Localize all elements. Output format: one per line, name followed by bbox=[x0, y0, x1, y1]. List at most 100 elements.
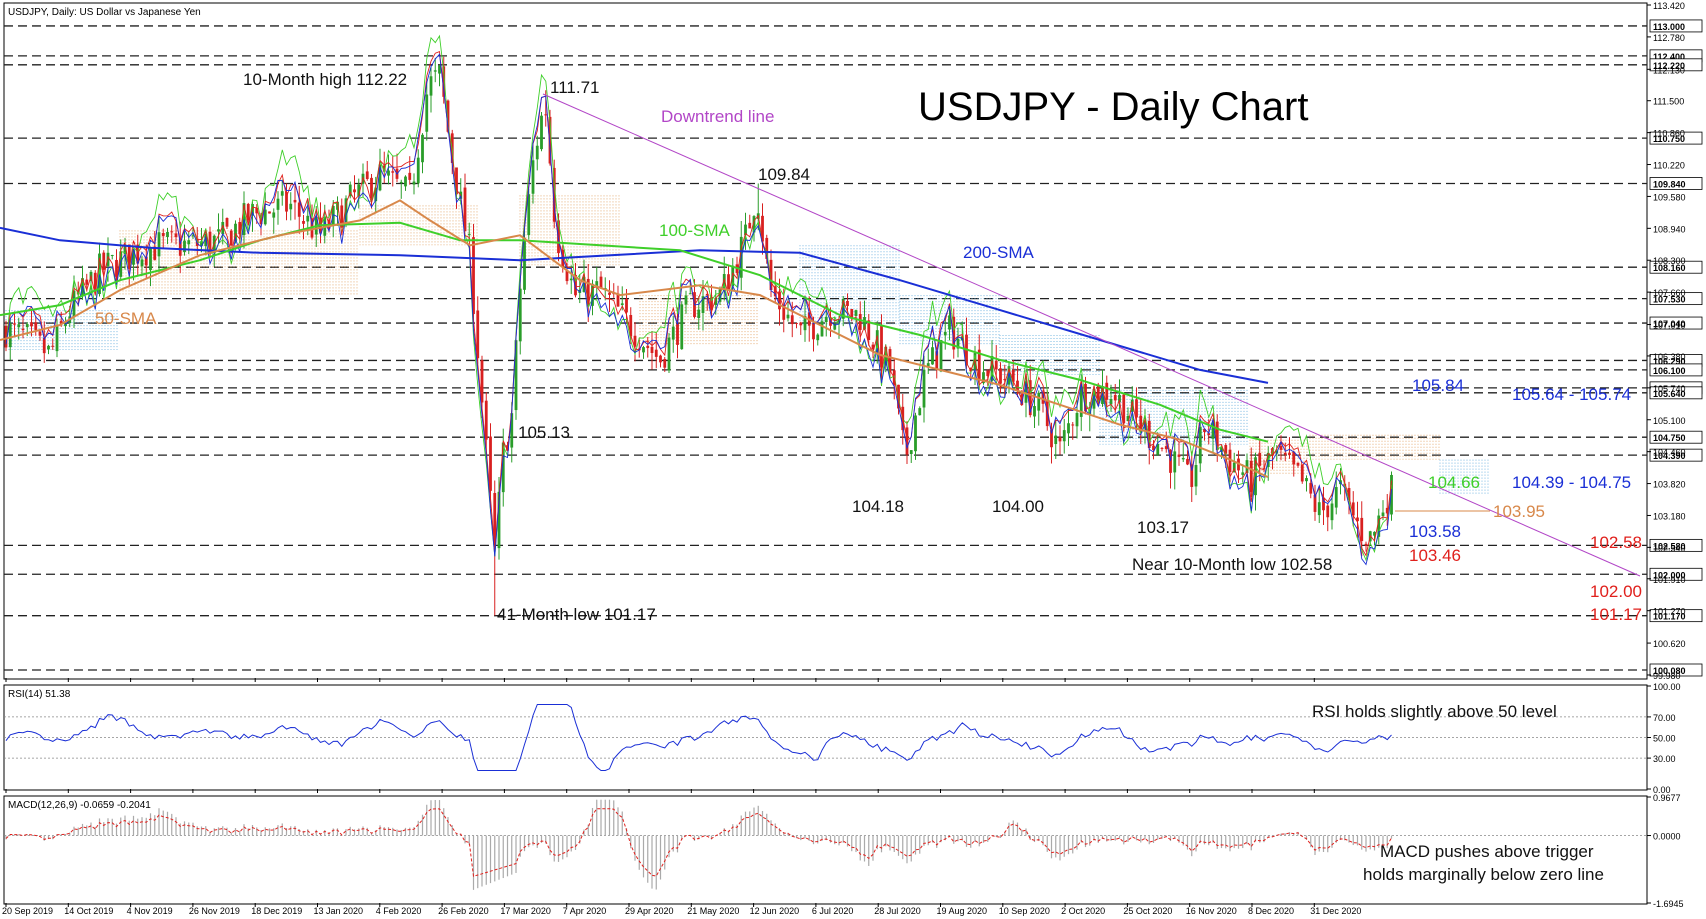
candle-body bbox=[8, 323, 12, 348]
candle-body bbox=[340, 205, 344, 228]
candle-body bbox=[812, 323, 815, 340]
candle-body bbox=[429, 76, 433, 96]
candle-body bbox=[1113, 394, 1117, 401]
level-104-39-104-75-label: 104.39 - 104.75 bbox=[1512, 473, 1631, 492]
price-tick-label: 110.220 bbox=[1653, 161, 1685, 171]
candle-body bbox=[174, 233, 178, 238]
candle-body bbox=[1296, 462, 1300, 466]
price-level-label: 105.640 bbox=[1653, 389, 1686, 399]
candle-body bbox=[1232, 462, 1236, 473]
price-axis: 113.420 112.780 112.130 111.500 110.860 110.2… bbox=[1647, 1, 1686, 681]
candle-body bbox=[221, 221, 225, 235]
candle-body bbox=[178, 238, 182, 256]
candle-body bbox=[1139, 415, 1143, 432]
time-tick-label: 28 Jul 2020 bbox=[874, 906, 921, 916]
candle-body bbox=[183, 240, 186, 253]
candle-body bbox=[102, 252, 106, 270]
candle-body bbox=[357, 184, 361, 196]
candle-body bbox=[926, 363, 930, 368]
candle-body bbox=[1288, 452, 1291, 455]
price-tick-label: 105.740 bbox=[1653, 384, 1686, 394]
candle-body bbox=[875, 330, 879, 353]
rsi-line bbox=[5, 704, 1392, 771]
candle-body bbox=[365, 171, 369, 180]
candle-body bbox=[1313, 494, 1317, 512]
candle-body bbox=[1177, 454, 1181, 457]
candle-body bbox=[64, 323, 67, 327]
candle-body bbox=[642, 347, 645, 353]
price-level-label: 113.000 bbox=[1653, 22, 1685, 32]
candle-body bbox=[769, 259, 773, 291]
candle-body bbox=[684, 295, 688, 305]
candle-body bbox=[98, 253, 101, 295]
candle-body bbox=[671, 326, 675, 340]
candle-body bbox=[1130, 399, 1134, 412]
time-tick-label: 20 Sep 2019 bbox=[2, 906, 53, 916]
candle-body bbox=[799, 322, 803, 326]
price-level-label: 110.750 bbox=[1653, 134, 1685, 144]
candle-body bbox=[943, 331, 947, 336]
candle-body bbox=[523, 237, 526, 290]
candle-body bbox=[850, 309, 854, 318]
rsi-tick-label: 70.00 bbox=[1653, 713, 1676, 723]
candle-body bbox=[1152, 445, 1155, 451]
price-level-label: 109.840 bbox=[1653, 179, 1686, 189]
candle-body bbox=[773, 286, 777, 297]
candle-body bbox=[412, 181, 416, 185]
rsi-note: RSI holds slightly above 50 level bbox=[1312, 702, 1557, 721]
candle-body bbox=[518, 288, 522, 342]
rsi-tick-label: 50.00 bbox=[1653, 734, 1676, 744]
time-tick-label: 10 Sep 2020 bbox=[999, 906, 1050, 916]
candle-body bbox=[1249, 460, 1253, 493]
candle-body bbox=[285, 192, 288, 212]
candle-body bbox=[208, 231, 212, 253]
candle-body bbox=[595, 281, 599, 287]
candle-body bbox=[263, 209, 267, 225]
candle-body bbox=[820, 321, 824, 337]
price-level-label: 107.530 bbox=[1653, 295, 1686, 305]
candle-body bbox=[25, 324, 29, 328]
candle-body bbox=[1356, 517, 1359, 522]
candle-body bbox=[272, 212, 276, 218]
candle-body bbox=[701, 296, 705, 314]
candle-body bbox=[484, 400, 488, 440]
base-line bbox=[5, 53, 1392, 566]
candle-body bbox=[72, 290, 76, 317]
time-tick-label: 26 Nov 2019 bbox=[189, 906, 240, 916]
candle-body bbox=[982, 372, 985, 384]
candle-body bbox=[106, 252, 110, 266]
candle-body bbox=[790, 315, 794, 325]
candle-body bbox=[246, 203, 250, 221]
candle-body bbox=[399, 181, 403, 183]
candle-body bbox=[1203, 428, 1206, 433]
price-level-label: 106.100 bbox=[1653, 366, 1686, 376]
price-tick-label: 108.300 bbox=[1653, 256, 1686, 266]
price-level-label: 106.290 bbox=[1653, 356, 1686, 366]
candle-body bbox=[1300, 464, 1304, 482]
macd-tick-label: 0.0000 bbox=[1653, 832, 1681, 842]
candle-body bbox=[416, 157, 420, 184]
candle-body bbox=[1190, 464, 1194, 487]
candle-body bbox=[132, 249, 135, 265]
candle-body bbox=[535, 145, 539, 160]
candle-body bbox=[629, 315, 633, 337]
candle-body bbox=[4, 325, 8, 348]
candle-body bbox=[85, 279, 89, 285]
window-title: USDJPY, Daily: US Dollar vs Japanese Yen bbox=[8, 7, 201, 18]
price-tick-label: 112.130 bbox=[1653, 65, 1685, 75]
candle-body bbox=[1024, 381, 1028, 403]
candle-body bbox=[497, 491, 501, 549]
candle-body bbox=[1147, 420, 1151, 448]
candle-body bbox=[34, 322, 38, 330]
rsi-tick-label: 0.00 bbox=[1653, 785, 1671, 795]
level-105-64-105-74-label: 105.64 - 105.74 bbox=[1512, 385, 1631, 404]
time-tick-label: 25 Oct 2020 bbox=[1123, 906, 1172, 916]
candle-body bbox=[718, 289, 722, 302]
rsi-header: RSI(14) 51.38 bbox=[8, 689, 71, 700]
time-tick-label: 18 Dec 2019 bbox=[251, 906, 302, 916]
candle-body bbox=[217, 229, 220, 232]
candle-body bbox=[510, 413, 514, 448]
time-tick-label: 2 Oct 2020 bbox=[1061, 906, 1105, 916]
candle-body bbox=[727, 274, 730, 290]
candle-body bbox=[1011, 369, 1015, 382]
